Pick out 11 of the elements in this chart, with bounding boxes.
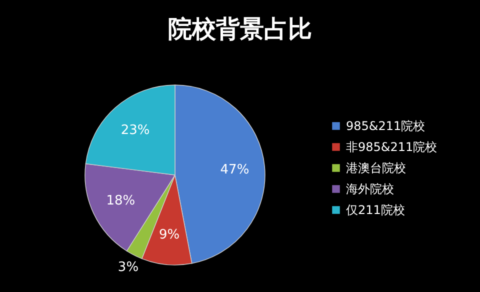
data-label: 9% bbox=[159, 228, 180, 243]
legend-label: 仅211院校 bbox=[346, 203, 405, 217]
data-label: 3% bbox=[118, 260, 139, 275]
legend-label: 海外院校 bbox=[346, 182, 394, 196]
legend-label: 非985&211院校 bbox=[346, 140, 438, 154]
data-label: 18% bbox=[106, 194, 136, 209]
legend-label: 港澳台院校 bbox=[346, 161, 406, 175]
data-label: 23% bbox=[120, 122, 150, 138]
legend-label: 985&211院校 bbox=[346, 119, 426, 133]
data-label: 47% bbox=[220, 162, 250, 178]
chart-title: 院校背景占比 bbox=[168, 15, 312, 43]
